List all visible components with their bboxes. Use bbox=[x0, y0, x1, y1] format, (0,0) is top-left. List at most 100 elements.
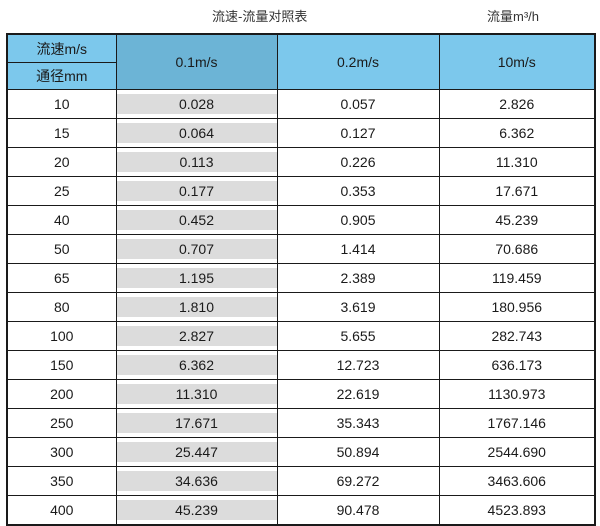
table-body: 10 0.028 0.057 2.826 15 0.064 0.127 6.362 20 0.11… bbox=[6, 89, 596, 526]
col-header-0-2ms: 0.2m/s bbox=[276, 33, 440, 90]
value-cell-0-2ms: 12.723 bbox=[276, 350, 440, 380]
value-cell-0-2ms: 2.389 bbox=[276, 263, 440, 293]
value-cell-0-1ms: 2.827 bbox=[115, 321, 278, 351]
diameter-cell: 350 bbox=[6, 466, 117, 496]
value-cell-0-2ms: 35.343 bbox=[276, 408, 440, 438]
value-cell-10ms: 70.686 bbox=[438, 234, 596, 264]
value-cell-0-1ms: 0.452 bbox=[115, 205, 278, 235]
table-row: 100 2.827 5.655 282.743 bbox=[6, 321, 596, 351]
value-cell-0-2ms: 69.272 bbox=[276, 466, 440, 496]
value-cell-0-1ms: 1.810 bbox=[115, 292, 278, 322]
value-cell-0-2ms: 22.619 bbox=[276, 379, 440, 409]
value-cell-0-1ms: 11.310 bbox=[115, 379, 278, 409]
value-cell-0-2ms: 0.127 bbox=[276, 118, 440, 148]
value-cell-0-1ms: 6.362 bbox=[115, 350, 278, 380]
gray-highlight-block: 25.447 bbox=[117, 442, 276, 462]
value-cell-10ms: 17.671 bbox=[438, 176, 596, 206]
value-cell-0-2ms: 1.414 bbox=[276, 234, 440, 264]
gray-highlight-block: 6.362 bbox=[117, 355, 276, 375]
diameter-cell: 150 bbox=[6, 350, 117, 380]
value-cell-0-2ms: 90.478 bbox=[276, 495, 440, 526]
value-cell-10ms: 45.239 bbox=[438, 205, 596, 235]
value-cell-10ms: 1767.146 bbox=[438, 408, 596, 438]
table-row: 15 0.064 0.127 6.362 bbox=[6, 118, 596, 148]
value-cell-0-1ms: 34.636 bbox=[115, 466, 278, 496]
value-cell-10ms: 282.743 bbox=[438, 321, 596, 351]
col-header-0-1ms: 0.1m/s bbox=[115, 33, 278, 90]
diameter-cell: 25 bbox=[6, 176, 117, 206]
table-row: 400 45.239 90.478 4523.893 bbox=[6, 495, 596, 526]
value-cell-10ms: 1130.973 bbox=[438, 379, 596, 409]
value-cell-10ms: 119.459 bbox=[438, 263, 596, 293]
value-cell-0-1ms: 45.239 bbox=[115, 495, 278, 526]
value-cell-10ms: 4523.893 bbox=[438, 495, 596, 526]
gray-highlight-block: 45.239 bbox=[117, 500, 276, 520]
table-row: 40 0.452 0.905 45.239 bbox=[6, 205, 596, 235]
value-cell-10ms: 6.362 bbox=[438, 118, 596, 148]
diameter-cell: 200 bbox=[6, 379, 117, 409]
value-cell-0-2ms: 0.905 bbox=[276, 205, 440, 235]
gray-highlight-block: 17.671 bbox=[117, 413, 276, 433]
value-cell-0-1ms: 1.195 bbox=[115, 263, 278, 293]
gray-highlight-block: 11.310 bbox=[117, 384, 276, 404]
col-header-10ms: 10m/s bbox=[438, 33, 596, 90]
table-row: 50 0.707 1.414 70.686 bbox=[6, 234, 596, 264]
value-cell-0-2ms: 50.894 bbox=[276, 437, 440, 467]
value-cell-0-1ms: 0.064 bbox=[115, 118, 278, 148]
value-cell-0-1ms: 0.177 bbox=[115, 176, 278, 206]
table-row: 300 25.447 50.894 2544.690 bbox=[6, 437, 596, 467]
flow-unit-label: 流量m³/h bbox=[487, 9, 540, 24]
diameter-cell: 100 bbox=[6, 321, 117, 351]
value-cell-0-2ms: 0.057 bbox=[276, 89, 440, 119]
value-cell-10ms: 3463.606 bbox=[438, 466, 596, 496]
value-cell-0-1ms: 0.028 bbox=[115, 89, 278, 119]
diameter-cell: 15 bbox=[6, 118, 117, 148]
value-cell-0-1ms: 0.113 bbox=[115, 147, 278, 177]
table-row: 20 0.113 0.226 11.310 bbox=[6, 147, 596, 177]
diameter-cell: 10 bbox=[6, 89, 117, 119]
value-cell-0-1ms: 17.671 bbox=[115, 408, 278, 438]
diameter-cell: 50 bbox=[6, 234, 117, 264]
value-cell-10ms: 636.173 bbox=[438, 350, 596, 380]
diameter-cell: 300 bbox=[6, 437, 117, 467]
diameter-cell: 250 bbox=[6, 408, 117, 438]
gray-highlight-block: 34.636 bbox=[117, 471, 276, 491]
value-cell-0-2ms: 5.655 bbox=[276, 321, 440, 351]
gray-highlight-block: 0.113 bbox=[117, 152, 276, 172]
table-row: 65 1.195 2.389 119.459 bbox=[6, 263, 596, 293]
title-bar: 流速-流量对照表 流量m³/h bbox=[0, 0, 600, 33]
gray-highlight-block: 0.177 bbox=[117, 181, 276, 201]
table-row: 250 17.671 35.343 1767.146 bbox=[6, 408, 596, 438]
page-title: 流速-流量对照表 bbox=[212, 9, 308, 24]
value-cell-0-1ms: 25.447 bbox=[115, 437, 278, 467]
gray-highlight-block: 0.028 bbox=[117, 94, 276, 114]
table-row: 10 0.028 0.057 2.826 bbox=[6, 89, 596, 119]
diameter-cell: 80 bbox=[6, 292, 117, 322]
diameter-cell: 65 bbox=[6, 263, 117, 293]
gray-highlight-block: 0.064 bbox=[117, 123, 276, 143]
value-cell-10ms: 2.826 bbox=[438, 89, 596, 119]
value-cell-0-2ms: 0.226 bbox=[276, 147, 440, 177]
gray-highlight-block: 1.195 bbox=[117, 268, 276, 288]
diameter-cell: 400 bbox=[6, 495, 117, 526]
value-cell-10ms: 11.310 bbox=[438, 147, 596, 177]
value-cell-10ms: 2544.690 bbox=[438, 437, 596, 467]
table-row: 200 11.310 22.619 1130.973 bbox=[6, 379, 596, 409]
header-row-1: 流速m/s 0.1m/s 0.2m/s 10m/s bbox=[6, 33, 596, 90]
value-cell-0-1ms: 0.707 bbox=[115, 234, 278, 264]
diameter-cell: 40 bbox=[6, 205, 117, 235]
corner-velocity-label: 流速m/s bbox=[6, 33, 117, 63]
gray-highlight-block: 0.452 bbox=[117, 210, 276, 230]
table-row: 25 0.177 0.353 17.671 bbox=[6, 176, 596, 206]
flow-rate-table: 流速m/s 0.1m/s 0.2m/s 10m/s 通径mm 10 0.028 0.… bbox=[6, 33, 596, 526]
value-cell-10ms: 180.956 bbox=[438, 292, 596, 322]
corner-diameter-label: 通径mm bbox=[6, 62, 117, 90]
diameter-cell: 20 bbox=[6, 147, 117, 177]
header-row-2: 通径mm bbox=[6, 62, 595, 90]
value-cell-0-2ms: 0.353 bbox=[276, 176, 440, 206]
table-row: 80 1.810 3.619 180.956 bbox=[6, 292, 596, 322]
gray-highlight-block: 0.707 bbox=[117, 239, 276, 259]
table-row: 350 34.636 69.272 3463.606 bbox=[6, 466, 596, 496]
gray-highlight-block: 1.810 bbox=[117, 297, 276, 317]
gray-highlight-block: 2.827 bbox=[117, 326, 276, 346]
